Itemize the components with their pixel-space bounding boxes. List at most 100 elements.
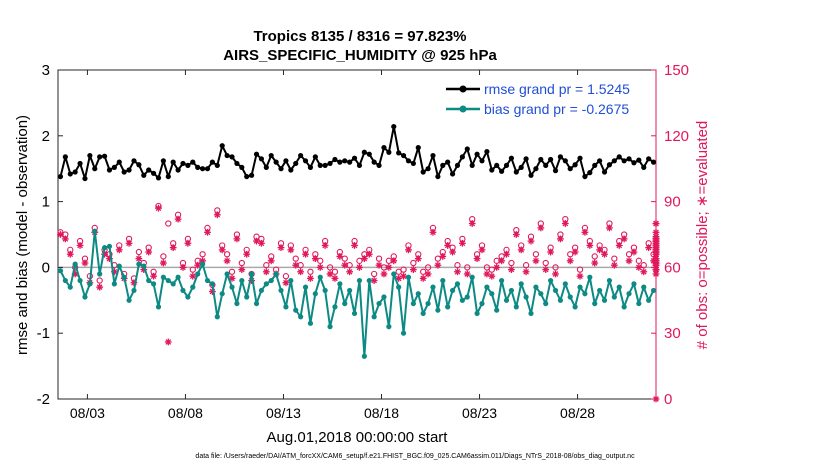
bias-point [312,291,318,297]
obs-possible-marker [292,255,299,262]
bias-point [552,287,559,294]
bias-point [356,277,363,284]
rmse-point [317,162,323,169]
bias-point [445,304,451,310]
x-axis-label: Aug.01,2018 00:00:00 start [267,429,449,446]
obs-evaluated-marker [262,268,270,276]
obs-evaluated-marker [326,270,334,278]
legend-box [440,77,652,120]
bias-point [204,277,211,284]
rmse-point [195,164,201,170]
obs-evaluated-marker [517,246,525,254]
x-tick-label: 08/23 [462,405,497,421]
bias-point [185,294,191,300]
y-left-tick-label: -1 [37,325,50,342]
right-y-axis-ticks: 0 30 60 90 120 150 [651,62,689,408]
bias-point [503,297,510,303]
bias-point [234,300,240,307]
bias-point [459,297,465,303]
obs-possible-marker [189,266,196,273]
obs-evaluated-marker [253,237,260,245]
bias-point [548,277,554,284]
rmse-point [239,164,245,170]
obs-evaluated-marker [135,255,143,263]
rmse-point [327,160,333,167]
rmse-point [381,145,387,151]
rmse-point [376,162,382,169]
bias-point [606,277,613,284]
bias-point [498,277,505,284]
rmse-point [543,162,549,169]
obs-evaluated-marker [145,248,153,256]
obs-evaluated-marker [522,268,530,276]
obs-possible-marker [375,255,383,262]
obs-evaluated-marker [439,253,447,260]
rmse-point [631,160,637,166]
bias-point [288,277,294,284]
rmse-point [361,149,367,155]
rmse-point [474,151,480,157]
bias-point [381,294,387,300]
bias-point [82,294,88,300]
bias-point [469,274,475,280]
bias-point [317,274,323,280]
bias-point [415,291,421,297]
rmse-point [278,166,284,172]
obs-evaluated-marker [380,270,388,278]
x-tick-label: 08/18 [364,405,399,421]
legend-bias-marker [459,105,467,113]
rmse-point [136,162,142,168]
bias-point [650,287,657,294]
bias-point [621,304,627,310]
rmse-point [283,158,289,164]
rmse-point [621,158,627,164]
bias-point [479,300,485,307]
plot-area [57,69,657,400]
rmse-point [548,156,554,163]
obs-evaluated-marker [652,235,660,243]
obs-possible-marker [464,264,471,271]
obs-evaluated-marker [360,255,368,263]
rmse-point [420,169,426,175]
y-axis-left-label: rmse and bias (model - observation) [14,115,31,355]
rmse-point [454,162,461,169]
obs-evaluated-marker [527,237,535,245]
obs-evaluated-marker [591,259,599,267]
obs-evaluated-marker [473,255,481,263]
bias-point [494,307,500,313]
bias-point [396,284,402,290]
rmse-point [650,159,657,165]
bias-point [92,228,98,234]
rmse-point [435,173,441,180]
bias-point [376,300,382,307]
obs-evaluated-marker [581,228,589,236]
y-left-tick-label: 3 [42,62,50,79]
obs-possible-marker [410,259,417,267]
rmse-point [126,167,132,173]
rmse-point [190,159,196,165]
obs-evaluated-marker [571,248,579,256]
obs-possible-marker [135,248,143,256]
y-axis-right-label: # of obs: o=possible; ∗=evaluated [694,121,711,350]
left-y-axis-ticks: -2 -1 0 1 2 3 [37,62,63,408]
obs-evaluated-marker [645,244,653,252]
obs-evaluated-marker [468,220,476,227]
obs-possible-marker [160,253,167,260]
obs-evaluated-marker [194,261,202,269]
obs-evaluated-marker [218,246,226,254]
bias-point [533,284,539,290]
bias-point [454,281,461,287]
rmse-point [175,167,181,173]
rmse-point [209,159,216,165]
rmse-point [513,169,519,175]
bias-point [155,304,162,310]
bias-point [386,324,392,330]
obs-possible-marker [223,251,231,258]
obs-evaluated-marker [302,250,309,258]
bias-point [126,297,132,303]
rmse-point [626,156,632,162]
rmse-point [523,156,529,162]
obs-possible-marker [611,255,618,262]
obs-evaluated-marker [630,248,638,256]
rmse-point [244,173,250,180]
